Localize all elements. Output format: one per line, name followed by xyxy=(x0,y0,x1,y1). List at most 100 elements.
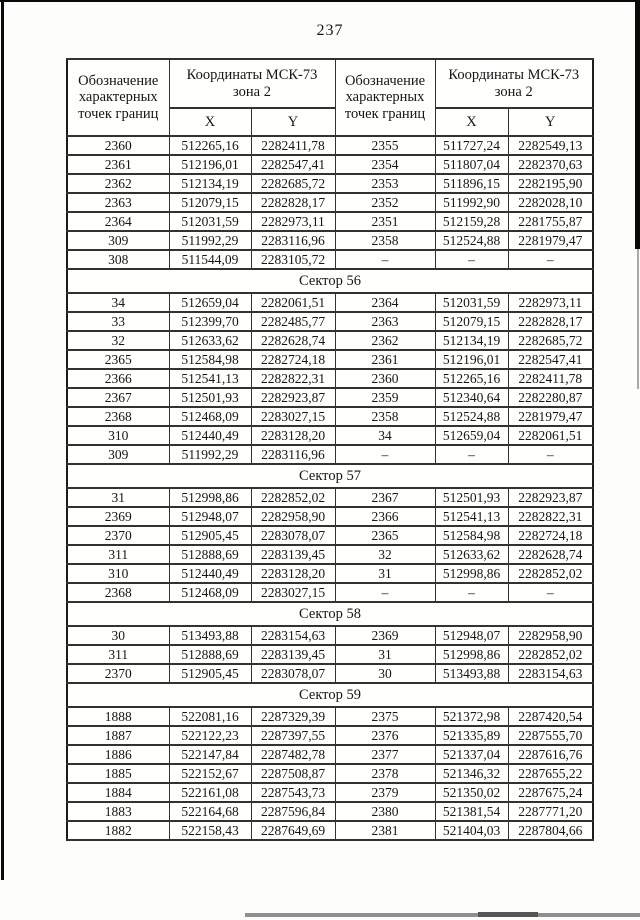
table-row: 2360 512265,16 2282411,78 2355 511727,24 2282… xyxy=(66,135,594,156)
point-id-right: 2358 xyxy=(334,230,436,251)
point-id-left: 2364 xyxy=(66,211,170,232)
table-row: 309 511992,29 2283116,96 2358 512524,88 22819… xyxy=(66,230,594,251)
table-row: 2364 512031,59 2282973,11 2351 512159,28 2281… xyxy=(66,211,594,232)
table-row: 31 512998,86 2282852,02 2367 512501,93 228292… xyxy=(66,487,594,508)
point-id-right: 2353 xyxy=(334,173,436,194)
table-body: 2360 512265,16 2282411,78 2355 511727,24 2282… xyxy=(66,135,594,841)
coord-y-left: 2287508,87 xyxy=(250,763,336,784)
coord-x-right: 512524,88 xyxy=(434,230,509,251)
coord-x-left: 511544,09 xyxy=(168,249,252,270)
point-id-right: 2375 xyxy=(334,706,436,727)
coord-x-right: 521346,32 xyxy=(434,763,509,784)
coord-y-right: 2282195,90 xyxy=(507,173,594,194)
point-id-left: 2368 xyxy=(66,582,170,603)
point-id-left: 2361 xyxy=(66,154,170,175)
coord-y-left: 2283139,45 xyxy=(250,544,336,565)
coord-y-right: – xyxy=(507,249,594,270)
point-id-right: 2361 xyxy=(334,349,436,370)
coord-y-right: 2282973,11 xyxy=(507,292,594,313)
point-id-left: 2367 xyxy=(66,387,170,408)
col-header-y-right: Y xyxy=(507,107,594,137)
point-id-right: 2362 xyxy=(334,330,436,351)
coord-y-left: 2282852,02 xyxy=(250,487,336,508)
point-id-right: 2379 xyxy=(334,782,436,803)
coord-y-right: 2282923,87 xyxy=(507,487,594,508)
section-header-row: Сектор 57 xyxy=(66,463,594,489)
coord-x-left: 512468,09 xyxy=(168,582,252,603)
coord-x-left: 512659,04 xyxy=(168,292,252,313)
scan-artifact-bottom-dark xyxy=(478,912,538,917)
point-id-right: 2366 xyxy=(334,506,436,527)
col-header-x-right: X xyxy=(434,107,509,137)
point-id-left: 1882 xyxy=(66,820,170,841)
table-row: 311 512888,69 2283139,45 32 512633,62 2282628… xyxy=(66,544,594,565)
point-id-left: 310 xyxy=(66,425,170,446)
coord-x-left: 512468,09 xyxy=(168,406,252,427)
table-row: 2369 512948,07 2282958,90 2366 512541,13 2282… xyxy=(66,506,594,527)
table-row: 32 512633,62 2282628,74 2362 512134,19 228268… xyxy=(66,330,594,351)
coord-y-right: 2287675,24 xyxy=(507,782,594,803)
coord-x-right: 512134,19 xyxy=(434,330,509,351)
coord-y-left: 2282628,74 xyxy=(250,330,336,351)
coord-y-right: 2282370,63 xyxy=(507,154,594,175)
point-id-left: 1885 xyxy=(66,763,170,784)
coord-y-left: 2287397,55 xyxy=(250,725,336,746)
coord-x-left: 512134,19 xyxy=(168,173,252,194)
coord-x-right: 511992,90 xyxy=(434,192,509,213)
table-row: 2367 512501,93 2282923,87 2359 512340,64 2282… xyxy=(66,387,594,408)
section-header-row: Сектор 59 xyxy=(66,682,594,708)
coord-y-left: 2282547,41 xyxy=(250,154,336,175)
coord-y-right: 2282280,87 xyxy=(507,387,594,408)
table-row: 310 512440,49 2283128,20 31 512998,86 2282852… xyxy=(66,563,594,584)
coord-y-left: 2287329,39 xyxy=(250,706,336,727)
table-row: 2368 512468,09 2283027,15– – – xyxy=(66,582,594,603)
point-id-right: 31 xyxy=(334,644,436,665)
coord-x-left: 512888,69 xyxy=(168,644,252,665)
scan-artifact-right-thin xyxy=(637,249,639,389)
coord-y-left: 2283128,20 xyxy=(250,425,336,446)
coord-y-right: 2283154,63 xyxy=(507,663,594,684)
coord-x-right: 521350,02 xyxy=(434,782,509,803)
col-header-coords-right: Координаты МСК-73 зона 2 xyxy=(434,58,594,109)
coord-x-left: 512948,07 xyxy=(168,506,252,527)
coord-x-left: 512905,45 xyxy=(168,525,252,546)
table-row: 2361 512196,01 2282547,41 2354 511807,04 2282… xyxy=(66,154,594,175)
table-row: 1887 522122,23 2287397,55 2376 521335,89 2287… xyxy=(66,725,594,746)
scan-artifact-bottom-bar xyxy=(245,913,640,917)
point-id-right: 2365 xyxy=(334,525,436,546)
coord-x-right: 521337,04 xyxy=(434,744,509,765)
coord-y-left: 2282822,31 xyxy=(250,368,336,389)
point-id-right: 2376 xyxy=(334,725,436,746)
coord-y-left: 2283078,07 xyxy=(250,525,336,546)
point-id-right: 2352 xyxy=(334,192,436,213)
coord-x-right: 512265,16 xyxy=(434,368,509,389)
point-id-left: 1887 xyxy=(66,725,170,746)
point-id-right: 2351 xyxy=(334,211,436,232)
coord-x-left: 512265,16 xyxy=(168,135,252,156)
table-row: 2362 512134,19 2282685,72 2353 511896,15 2282… xyxy=(66,173,594,194)
coord-x-right: 521381,54 xyxy=(434,801,509,822)
coord-y-right: 2281979,47 xyxy=(507,230,594,251)
coord-x-right: – xyxy=(434,249,509,270)
coord-x-left: 522081,16 xyxy=(168,706,252,727)
coord-y-left: 2287596,84 xyxy=(250,801,336,822)
table-row: 2363 512079,15 2282828,17 2352 511992,90 2282… xyxy=(66,192,594,213)
coord-y-left: 2287649,69 xyxy=(250,820,336,841)
point-id-right: 2367 xyxy=(334,487,436,508)
coord-y-right: 2287420,54 xyxy=(507,706,594,727)
point-id-right: 2359 xyxy=(334,387,436,408)
point-id-right: 2354 xyxy=(334,154,436,175)
coord-y-right: 2287555,70 xyxy=(507,725,594,746)
coord-x-right: 511896,15 xyxy=(434,173,509,194)
coord-y-right: 2282549,13 xyxy=(507,135,594,156)
section-title: Сектор 57 xyxy=(66,463,594,489)
coord-y-left: 2283128,20 xyxy=(250,563,336,584)
coord-x-right: 513493,88 xyxy=(434,663,509,684)
section-title: Сектор 59 xyxy=(66,682,594,708)
point-id-left: 308 xyxy=(66,249,170,270)
coord-x-right: 521404,03 xyxy=(434,820,509,841)
point-id-left: 311 xyxy=(66,544,170,565)
coord-y-right: 2282547,41 xyxy=(507,349,594,370)
coord-y-right: 2287616,76 xyxy=(507,744,594,765)
